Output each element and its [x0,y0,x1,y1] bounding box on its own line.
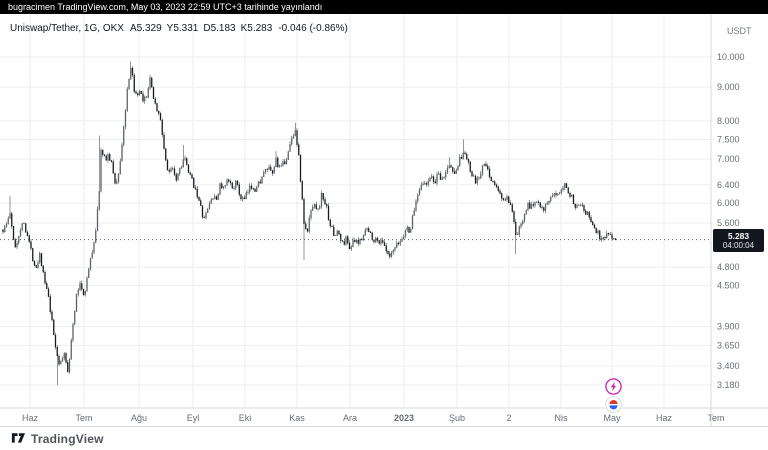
change-value: -0.046 (-0.86%) [278,23,348,34]
time-tick-label: May [603,413,621,423]
currency-label: USDT [727,26,752,36]
tradingview-logo-icon[interactable] [10,429,26,449]
publication-text: bugracimen TradingView.com, May 03, 2023… [8,2,323,12]
ohlc-item: Y5.331 [166,23,199,34]
time-tick-label: Haz [656,413,673,423]
time-tick-label: Şub [449,413,465,423]
price-tick-label: 5.600 [717,218,740,228]
time-tick-label: Eki [239,413,252,423]
time-tick-label: Kas [289,413,305,423]
reaction-button[interactable] [605,396,622,413]
last-price-badge: 5.283 04:00:04 [713,229,764,252]
ohlc-item: A5.329 [129,23,162,34]
lightning-icon [605,378,622,395]
time-tick-label: Haz [22,413,39,423]
price-tick-label: 4.800 [717,262,740,272]
footer-bar: TradingView [0,426,768,450]
time-tick-label: Ağu [131,413,147,423]
time-tick-label: Tem [75,413,92,423]
ohlc-item: D5.183 [203,23,236,34]
price-tick-label: 10.000 [717,52,745,62]
price-tick-label: 6.400 [717,180,740,190]
price-tick-label: 3.400 [717,361,740,371]
price-tick-label: 6.000 [717,198,740,208]
boost-button[interactable] [605,378,622,395]
price-tick-label: 4.500 [717,281,740,291]
time-tick-label: Eyl [187,413,200,423]
price-tick-label: 9.000 [717,82,740,92]
time-tick-label: Ara [343,413,357,423]
publication-bar: bugracimen TradingView.com, May 03, 2023… [0,0,768,14]
reaction-icon [605,396,622,413]
time-tick-label: Tem [707,413,724,423]
time-tick-label: Nis [555,413,568,423]
price-tick-label: 3.650 [717,341,740,351]
ohlc-item: K5.283 [240,23,273,34]
price-axis[interactable] [711,14,768,426]
candle-bodies-down [2,67,617,373]
price-tick-label: 7.500 [717,134,740,144]
symbol-title[interactable]: Uniswap/Tether, 1G, OKX [10,23,124,34]
time-tick-label: 2 [506,413,511,423]
bar-countdown: 04:00:04 [722,241,755,250]
last-price-value: 5.283 [727,231,750,241]
candle-bodies-up [4,67,608,373]
ohlc-values: A5.329 Y5.331 D5.183 K5.283 [130,23,272,34]
candles-layer [2,61,617,385]
price-tick-label: 8.000 [717,116,740,126]
tradingview-wordmark[interactable]: TradingView [31,431,104,446]
time-tick-label: 2023 [394,413,414,423]
price-tick-label: 7.000 [717,154,740,164]
chart-legend[interactable]: Uniswap/Tether, 1G, OKX A5.329 Y5.331 D5.1… [10,23,348,34]
price-tick-label: 3.180 [717,380,740,390]
price-tick-label: 3.900 [717,322,740,332]
